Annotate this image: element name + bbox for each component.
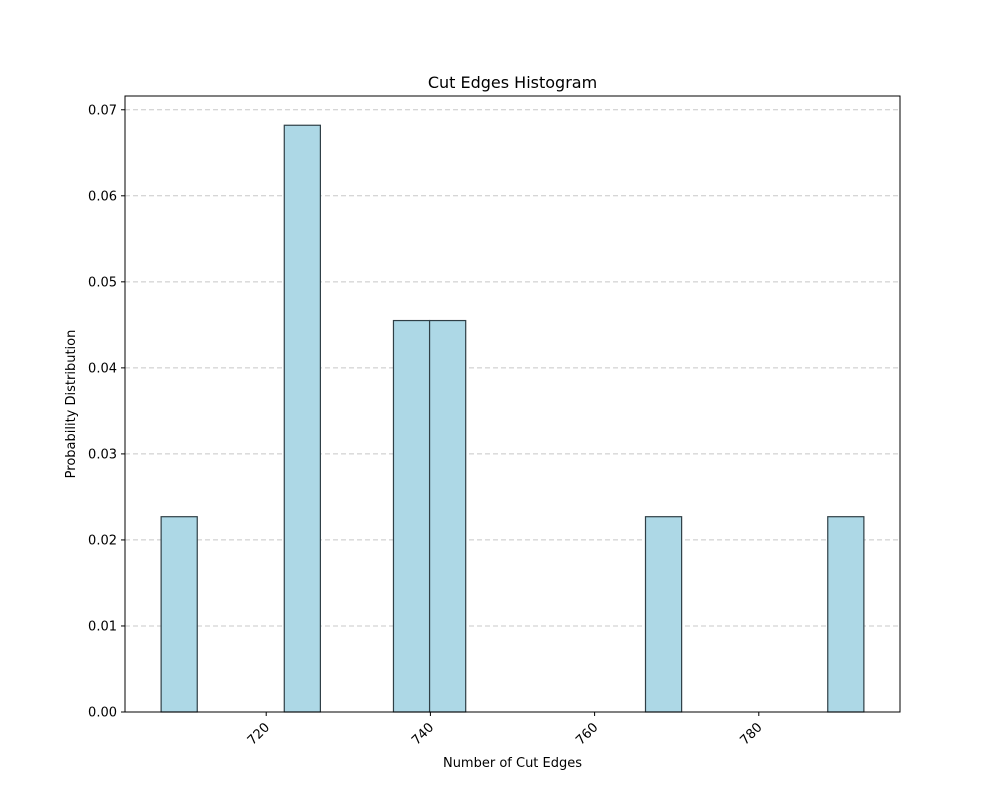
histogram-bars: [160, 124, 865, 713]
y-tick-label: 0.07: [88, 103, 117, 118]
y-tick-label: 0.04: [88, 361, 117, 376]
grid-lines: [125, 109, 900, 627]
histogram-bar: [644, 516, 683, 713]
histogram-bar: [160, 516, 198, 713]
y-tick-label: 0.05: [88, 275, 117, 290]
x-axis-label: Number of Cut Edges: [443, 756, 582, 771]
x-tick-label: 740: [409, 720, 437, 748]
y-axis-label: Probability Distribution: [64, 330, 79, 479]
histogram-bar: [392, 319, 431, 713]
x-axis-ticks: 720 740 760 780: [245, 712, 766, 748]
x-tick-label: 720: [245, 720, 273, 748]
y-axis-ticks: 0.00 0.01 0.02 0.03 0.04 0.05 0.06 0.07: [88, 103, 125, 721]
chart-title: Cut Edges Histogram: [428, 73, 597, 92]
y-tick-label: 0.03: [88, 447, 117, 462]
y-tick-label: 0.01: [88, 619, 117, 634]
histogram-bar: [428, 319, 467, 713]
x-tick-label: 760: [573, 720, 601, 748]
y-tick-label: 0.06: [88, 189, 117, 204]
plot-area-frame: [124, 95, 901, 713]
x-tick-label: 780: [737, 720, 765, 748]
histogram-bar: [827, 516, 865, 713]
y-tick-label: 0.02: [88, 533, 117, 548]
histogram-bar: [283, 124, 321, 713]
y-tick-label: 0.00: [88, 706, 117, 721]
